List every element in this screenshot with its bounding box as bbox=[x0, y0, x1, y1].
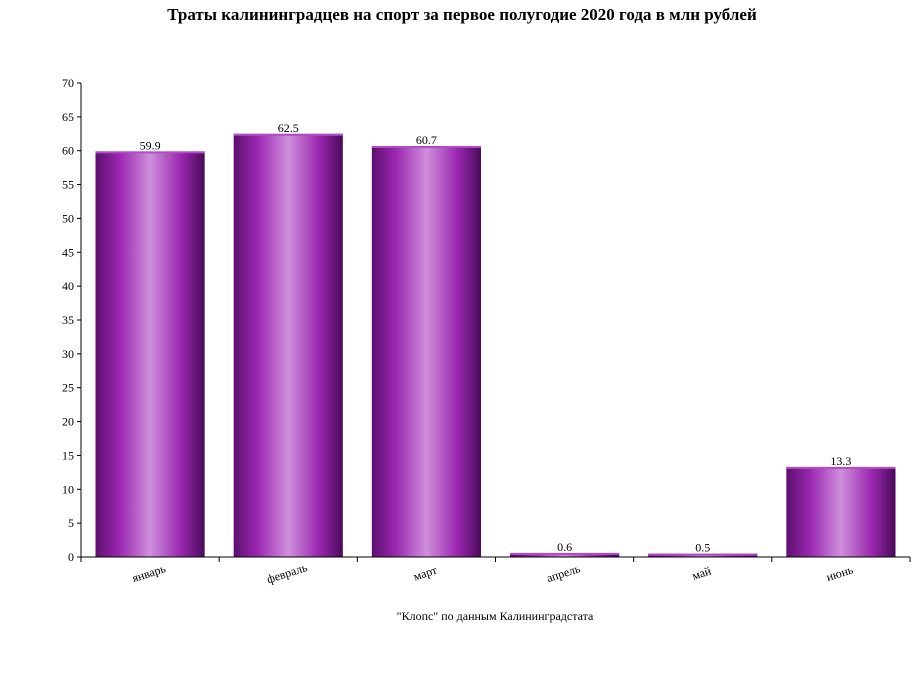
y-tick-label: 65 bbox=[62, 110, 74, 124]
y-tick-label: 40 bbox=[62, 279, 74, 293]
y-tick-label: 45 bbox=[62, 245, 74, 259]
bar-value-label: 0.5 bbox=[695, 541, 710, 555]
bar-top-edge bbox=[95, 151, 205, 154]
y-tick-label: 10 bbox=[62, 482, 74, 496]
bar-top-edge bbox=[371, 145, 481, 148]
x-tick-label: июнь bbox=[825, 562, 856, 584]
y-tick-label: 0 bbox=[68, 550, 74, 564]
bar-top-edge bbox=[233, 133, 343, 136]
bar bbox=[786, 466, 896, 557]
y-tick-label: 55 bbox=[62, 178, 74, 192]
bar-top-edge bbox=[786, 466, 896, 469]
bar bbox=[233, 133, 343, 558]
bar-value-label: 13.3 bbox=[830, 454, 851, 468]
x-tick-label: май bbox=[690, 563, 713, 582]
bar-top-edge bbox=[510, 552, 620, 555]
chart-title: Траты калининградцев на спорт за первое … bbox=[167, 5, 757, 24]
y-tick-label: 25 bbox=[62, 381, 74, 395]
x-axis: январь февраль март апрель май июнь bbox=[80, 556, 911, 586]
bar bbox=[371, 145, 481, 557]
y-tick-label: 50 bbox=[62, 211, 74, 225]
bar-value-label: 62.5 bbox=[278, 121, 299, 135]
bar-top-edge bbox=[648, 553, 758, 556]
y-tick-label: 15 bbox=[62, 448, 74, 462]
y-tick-label: 35 bbox=[62, 313, 74, 327]
y-tick-label: 70 bbox=[62, 76, 74, 90]
bar-value-label: 59.9 bbox=[140, 138, 161, 152]
x-tick-label: февраль bbox=[265, 560, 309, 586]
bar-value-label: 0.6 bbox=[557, 540, 572, 554]
x-tick-label: март bbox=[412, 563, 440, 584]
y-tick-label: 5 bbox=[68, 516, 74, 530]
source-note: "Клопс" по данным Калининградстата bbox=[396, 609, 594, 623]
bar bbox=[95, 151, 205, 558]
bar bbox=[510, 552, 620, 557]
bar-chart: 0 5 10 15 20 25 30 35 40 45 50 55 60 65 70 59.9 62.5 60.… bbox=[62, 76, 911, 586]
bar-value-label: 60.7 bbox=[416, 133, 437, 147]
y-tick-label: 60 bbox=[62, 144, 74, 158]
y-tick-label: 20 bbox=[62, 415, 74, 429]
x-tick-label: апрель bbox=[545, 561, 583, 585]
x-tick-label: январь bbox=[130, 561, 167, 585]
y-tick-label: 30 bbox=[62, 347, 74, 361]
y-axis: 0 5 10 15 20 25 30 35 40 45 50 55 60 65 70 bbox=[62, 76, 82, 564]
bars: 59.9 62.5 60.7 0.6 0.5 13.3 bbox=[95, 121, 896, 558]
